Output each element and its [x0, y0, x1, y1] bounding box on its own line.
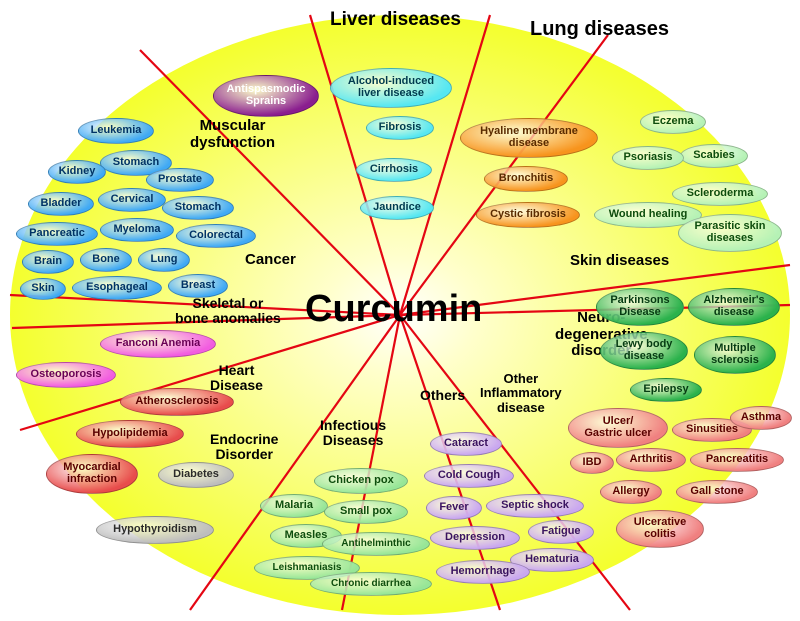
disease-bubble: Cystic fibrosis: [476, 202, 580, 228]
disease-bubble: Fanconi Anemia: [100, 330, 216, 358]
disease-bubble: Stomach: [162, 196, 234, 220]
sector-label: Skin diseases: [570, 253, 669, 270]
disease-bubble: Atherosclerosis: [120, 388, 234, 416]
disease-bubble: Hypolipidemia: [76, 420, 184, 448]
disease-bubble: Cervical: [98, 188, 166, 212]
disease-bubble: Kidney: [48, 160, 106, 184]
disease-bubble: Jaundice: [360, 196, 434, 220]
disease-bubble: Myeloma: [100, 218, 174, 242]
disease-bubble: Arthritis: [616, 448, 686, 472]
disease-bubble: Cold Cough: [424, 464, 514, 488]
disease-bubble: Bronchitis: [484, 166, 568, 192]
sector-label: InfectiousDiseases: [320, 418, 386, 449]
disease-bubble: Bone: [80, 248, 132, 272]
sector-label: Others: [420, 388, 465, 403]
disease-bubble: Alcohol-inducedliver disease: [330, 68, 452, 108]
disease-bubble: IBD: [570, 452, 614, 474]
sector-label: Skeletal orbone anomalies: [175, 296, 281, 327]
disease-bubble: Esophageal: [72, 276, 162, 300]
disease-bubble: Ulcerativecolitis: [616, 510, 704, 548]
disease-bubble: Asthma: [730, 406, 792, 430]
sector-label: Cancer: [245, 252, 296, 269]
disease-bubble: Scleroderma: [672, 182, 768, 206]
disease-bubble: Bladder: [28, 192, 94, 216]
disease-bubble: Leukemia: [78, 118, 154, 144]
disease-bubble: Chronic diarrhea: [310, 572, 432, 596]
disease-bubble: Chicken pox: [314, 468, 408, 494]
disease-bubble: Fibrosis: [366, 116, 434, 140]
disease-bubble: Hyaline membranedisease: [460, 118, 598, 158]
disease-bubble: Fever: [426, 496, 482, 520]
disease-bubble: Lung: [138, 248, 190, 272]
sector-label: OtherInflammatorydisease: [480, 372, 562, 415]
disease-bubble: Psoriasis: [612, 146, 684, 170]
disease-bubble: Cataract: [430, 432, 502, 456]
disease-bubble: Pancreatic: [16, 222, 98, 246]
disease-bubble: Eczema: [640, 110, 706, 134]
disease-bubble: Scabies: [680, 144, 748, 168]
disease-bubble: Small pox: [324, 500, 408, 524]
disease-bubble: Myocardialinfraction: [46, 454, 138, 494]
disease-bubble: Brain: [22, 250, 74, 274]
disease-bubble: Diabetes: [158, 462, 234, 488]
disease-bubble: Multiplesclerosis: [694, 336, 776, 374]
disease-bubble: Antihelminthic: [322, 532, 430, 556]
disease-bubble: AntispasmodicSprains: [213, 75, 319, 117]
disease-bubble: Prostate: [146, 168, 214, 192]
disease-bubble: Hypothyroidism: [96, 516, 214, 544]
center-title: Curcumin: [305, 288, 482, 331]
sector-label: Lung diseases: [530, 18, 669, 40]
disease-bubble: Cirrhosis: [356, 158, 432, 182]
disease-bubble: Skin: [20, 278, 66, 300]
disease-bubble: Osteoporosis: [16, 362, 116, 388]
disease-bubble: ParkinsonsDisease: [596, 288, 684, 326]
disease-bubble: Breast: [168, 274, 228, 298]
disease-bubble: Alzhemeir'sdisease: [688, 288, 780, 326]
sector-label: EndocrineDisorder: [210, 432, 278, 463]
disease-bubble: Fatigue: [528, 520, 594, 544]
disease-bubble: Malaria: [260, 494, 328, 518]
disease-bubble: Pancreatitis: [690, 448, 784, 472]
curcumin-diagram: { "canvas": { "w": 800, "h": 621 }, "ell…: [0, 0, 800, 621]
disease-bubble: Epilepsy: [630, 378, 702, 402]
disease-bubble: Hemorrhage: [436, 560, 530, 584]
disease-bubble: Lewy bodydisease: [600, 332, 688, 370]
disease-bubble: Septic shock: [486, 494, 584, 518]
disease-bubble: Ulcer/Gastric ulcer: [568, 408, 668, 448]
sector-label: HeartDisease: [210, 363, 263, 394]
disease-bubble: Depression: [430, 526, 520, 550]
disease-bubble: Gall stone: [676, 480, 758, 504]
sector-label: Musculardysfunction: [190, 118, 275, 151]
disease-bubble: Colorectal: [176, 224, 256, 248]
disease-bubble: Parasitic skindiseases: [678, 214, 782, 252]
disease-bubble: Allergy: [600, 480, 662, 504]
sector-label: Liver diseases: [330, 10, 461, 31]
